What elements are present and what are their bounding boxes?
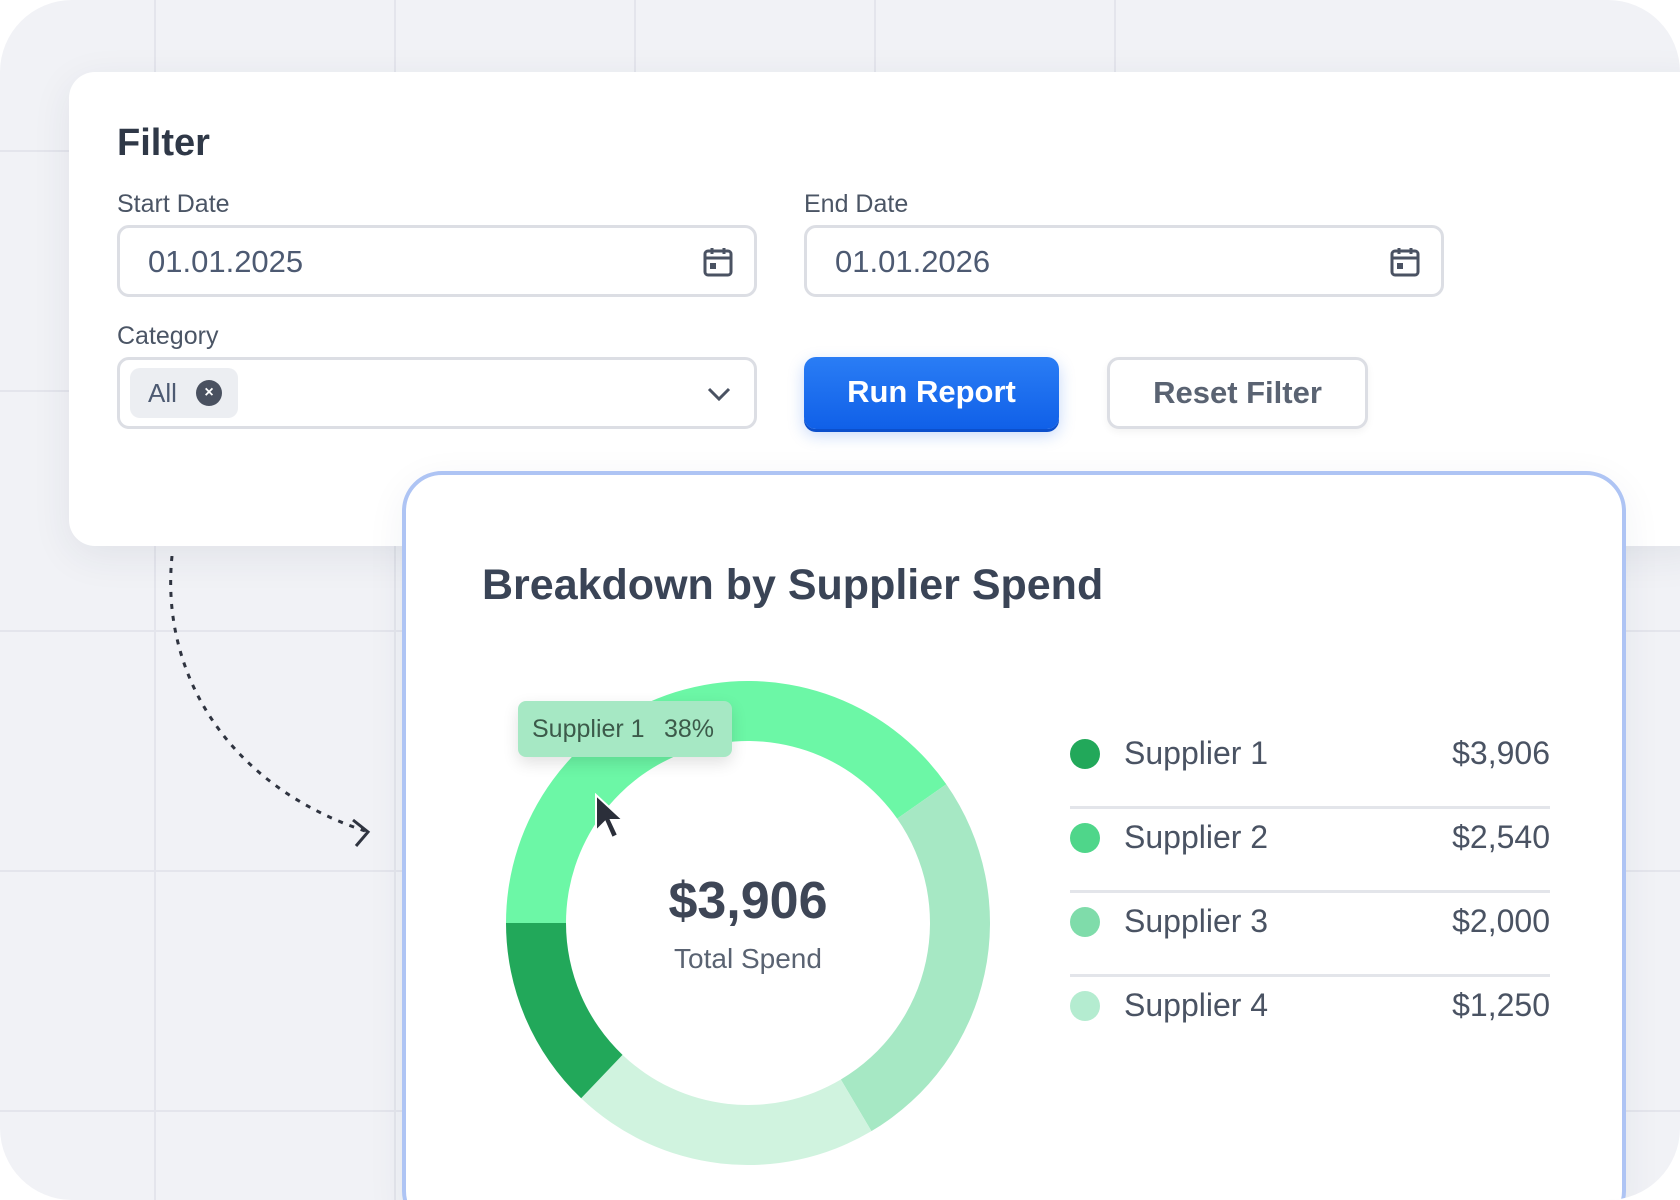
tooltip-name: Supplier 1 <box>532 715 645 743</box>
grid-line <box>154 0 156 1200</box>
legend-name: Supplier 4 <box>1124 987 1269 1023</box>
category-select[interactable]: All × <box>117 357 757 429</box>
filter-panel: Filter Start Date 01.01.2025 End Date 01… <box>69 72 1680 546</box>
legend-row: Supplier 2 $2,540 <box>1070 809 1550 893</box>
reset-filter-button[interactable]: Reset Filter <box>1107 357 1368 429</box>
legend-dot-icon <box>1070 991 1100 1021</box>
donut-slice-4[interactable] <box>506 923 623 1099</box>
legend-name: Supplier 3 <box>1124 903 1269 939</box>
legend-dot-icon <box>1070 823 1100 853</box>
legend-value: $1,250 <box>1452 987 1550 1023</box>
donut-slice-2[interactable] <box>840 784 990 1132</box>
legend-row: Supplier 4 $1,250 <box>1070 977 1550 1061</box>
breakdown-panel: Breakdown by Supplier Spend $3,906 Total… <box>402 471 1626 1200</box>
calendar-icon[interactable] <box>1389 246 1421 278</box>
total-spend-value: $3,906 <box>668 872 828 930</box>
legend: Supplier 1 $3,906 Supplier 2 $2,540 Supplier… <box>1070 725 1550 1061</box>
close-icon[interactable]: × <box>196 380 222 406</box>
tooltip-percent: 38% <box>664 715 715 743</box>
chart-tooltip: Supplier 1 38% <box>518 701 732 757</box>
grid-line <box>394 0 396 1200</box>
start-date-label: Start Date <box>117 190 230 218</box>
legend-name: Supplier 2 <box>1124 819 1269 855</box>
legend-dot-icon <box>1070 739 1100 769</box>
legend-row: Supplier 3 $2,000 <box>1070 893 1550 977</box>
filter-title: Filter <box>117 122 210 164</box>
category-chip: All × <box>130 368 238 418</box>
legend-value: $2,000 <box>1452 903 1550 939</box>
calendar-icon[interactable] <box>702 246 734 278</box>
end-date-label: End Date <box>804 190 909 218</box>
total-spend-label: Total Spend <box>674 943 822 974</box>
legend-name: Supplier 1 <box>1124 735 1269 771</box>
breakdown-title: Breakdown by Supplier Spend <box>482 561 1104 609</box>
end-date-value: 01.01.2026 <box>835 244 991 279</box>
dashed-arrow-icon <box>169 556 371 847</box>
category-label: Category <box>117 322 219 350</box>
cursor-icon <box>595 793 626 840</box>
end-date-input[interactable]: 01.01.2026 <box>804 225 1444 297</box>
start-date-input[interactable]: 01.01.2025 <box>117 225 757 297</box>
legend-row: Supplier 1 $3,906 <box>1070 725 1550 809</box>
legend-value: $2,540 <box>1452 819 1550 855</box>
chevron-down-icon[interactable] <box>706 384 732 404</box>
category-chip-label: All <box>148 378 177 408</box>
donut-slice-3[interactable] <box>581 1054 872 1165</box>
legend-value: $3,906 <box>1452 735 1550 771</box>
run-report-button[interactable]: Run Report <box>804 357 1059 429</box>
start-date-value: 01.01.2025 <box>148 244 304 279</box>
legend-dot-icon <box>1070 907 1100 937</box>
